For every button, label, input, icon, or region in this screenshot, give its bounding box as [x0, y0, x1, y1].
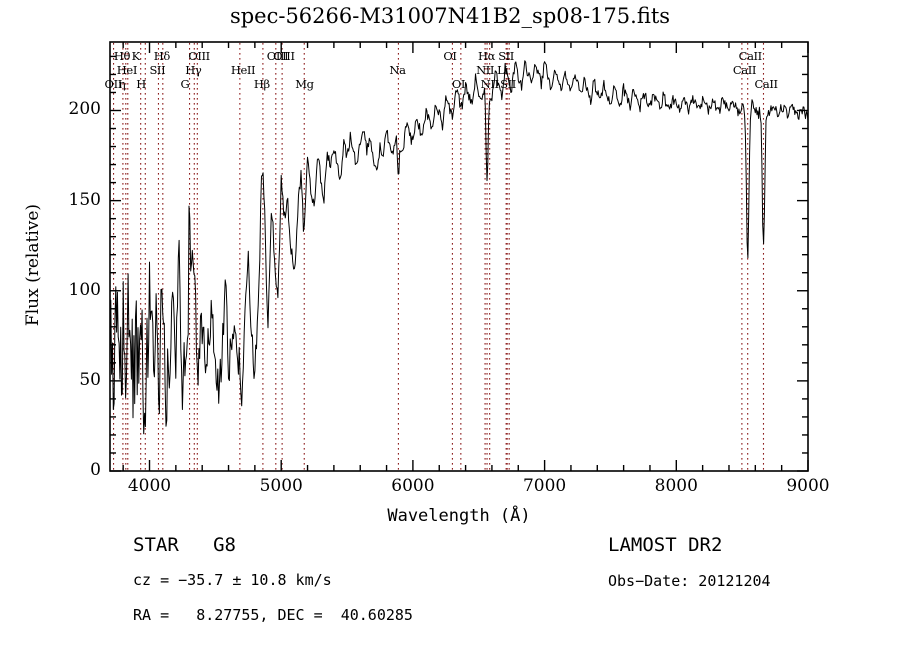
metadata-footer: STAR G8 LAMOST DR2 cz = −35.7 ± 10.8 km/… [0, 528, 900, 650]
y-axis-tick-label: 50 [79, 369, 101, 390]
x-axis-tick-label: 5000 [259, 476, 303, 496]
y-axis-tick-label: 0 [90, 460, 101, 480]
obs-date-label: Obs−Date: 20121204 [608, 572, 771, 590]
redshift-velocity-label: cz = −35.7 ± 10.8 km/s [133, 571, 332, 589]
spectral-line-label: Hδ [153, 49, 171, 63]
object-class-label: STAR G8 [133, 534, 236, 556]
spectral-line-label: NII [476, 63, 495, 77]
spectral-line-label: HeI [116, 63, 138, 77]
spectrum-trace [109, 60, 809, 435]
spectral-line-label: Hθ [113, 49, 131, 63]
spectral-line-label: OI [451, 77, 466, 91]
spectral-line-label: Hβ [253, 77, 270, 91]
spectral-line-markers [113, 43, 765, 470]
x-axis-tick-label: 7000 [522, 476, 567, 496]
spectral-line-label: NII [480, 77, 499, 91]
spectral-line-label: Na [389, 63, 406, 77]
spectral-line-label: K [131, 49, 141, 63]
spectrum-svg [109, 41, 809, 472]
spectral-line-label: OI [443, 49, 457, 63]
spectral-line-label: OIII [266, 49, 289, 63]
axis-ticks [110, 42, 809, 472]
spectral-line-label: CaII [754, 77, 778, 91]
spectrum-chart: 0 50 100 150 200 4000 5000 6000 7000 8000 9000 OI… [23, 41, 830, 526]
spectral-line-label: SII [498, 49, 514, 63]
spectral-line-label: G [180, 77, 190, 91]
plot-frame [109, 41, 809, 472]
y-axis-tick-label: 200 [68, 99, 101, 120]
page-title: spec-56266-M31007N41B2_sp08-175.fits [229, 4, 671, 28]
spectral-line-label: H [136, 77, 146, 91]
spectral-line-label: OIII [273, 49, 295, 63]
spectral-line-label: Li [497, 63, 508, 77]
spectral-line-label: CaII [738, 49, 763, 63]
coordinates-label: RA = 8.27755, DEC = 40.60285 [133, 606, 413, 624]
spectral-line-label: SII [500, 77, 516, 91]
spectral-line-label: HeII [230, 63, 256, 77]
survey-label: LAMOST DR2 [608, 534, 723, 556]
spectral-line-label: Hα [478, 49, 496, 63]
x-axis-tick-label: 6000 [391, 476, 435, 496]
spectral-line-label: SII [149, 63, 166, 77]
spectral-line-label: Hγ [185, 63, 202, 77]
x-axis-title: Wavelength (Å) [387, 506, 531, 526]
spectral-line-label: CaII [732, 63, 757, 77]
y-axis-tick-label: 150 [68, 189, 101, 210]
x-axis-tick-label: 8000 [654, 476, 698, 496]
x-axis-tick-label: 4000 [127, 476, 172, 496]
spectral-line-label: Mg [295, 77, 314, 91]
y-axis-tick-label: 100 [68, 279, 101, 300]
y-axis-title: Flux (relative) [23, 203, 43, 327]
spectral-line-label: η [118, 77, 126, 91]
spectral-line-label: OIII [188, 49, 210, 63]
spectral-line-label: OII [104, 77, 123, 91]
x-axis-tick-label: 9000 [786, 476, 830, 496]
